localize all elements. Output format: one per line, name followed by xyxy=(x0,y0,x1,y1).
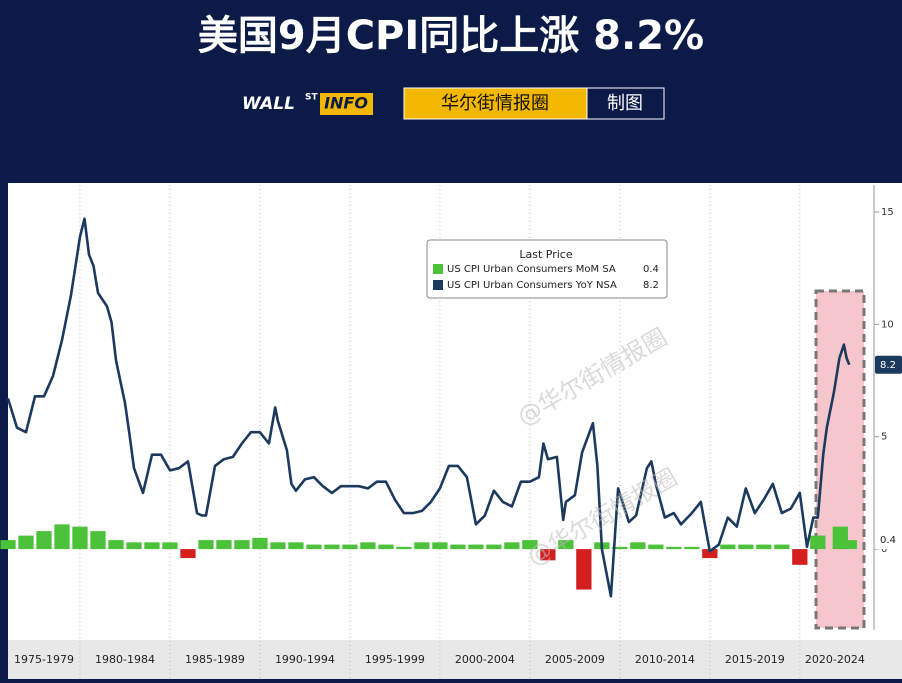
bar xyxy=(702,549,718,559)
x-axis-band xyxy=(8,640,902,679)
legend-value: 8.2 xyxy=(643,280,659,291)
bar xyxy=(450,544,466,550)
bar xyxy=(0,540,16,550)
x-tick-label: 2015-2019 xyxy=(725,653,785,666)
logo: ST xyxy=(305,93,318,103)
x-tick-label: 2020-2024 xyxy=(805,653,865,666)
bar xyxy=(180,549,196,559)
bar xyxy=(126,542,142,550)
bar xyxy=(756,544,772,550)
x-tick-label: 2005-2009 xyxy=(545,653,605,666)
bar xyxy=(360,542,376,550)
bar xyxy=(738,544,754,550)
bar xyxy=(666,546,682,550)
bar xyxy=(198,540,214,550)
bar xyxy=(522,540,538,550)
legend xyxy=(426,239,668,299)
legend-swatch xyxy=(433,280,443,290)
bar xyxy=(774,544,790,550)
legend-value: 0.4 xyxy=(643,264,659,275)
logo-box xyxy=(320,93,373,115)
last-badge-label: 8.2 xyxy=(880,360,896,371)
bar xyxy=(576,549,592,590)
bar xyxy=(90,531,106,550)
bar xyxy=(306,544,322,550)
bar xyxy=(18,535,34,550)
bar xyxy=(684,546,700,550)
tab xyxy=(403,87,588,120)
bar xyxy=(540,549,556,561)
bar xyxy=(468,544,484,550)
bar xyxy=(558,540,574,550)
bar xyxy=(630,542,646,550)
bar xyxy=(324,544,340,550)
bar xyxy=(288,542,304,550)
legend-title: Last Price xyxy=(519,248,572,261)
bar xyxy=(432,542,448,550)
tab xyxy=(586,87,665,120)
x-tick-label: 1995-1999 xyxy=(365,653,425,666)
last-badge xyxy=(875,531,902,550)
bar xyxy=(612,546,628,550)
bar xyxy=(54,524,70,550)
y-tick-label: 15 xyxy=(881,207,894,218)
bar xyxy=(792,549,808,565)
y-tick-label: 0 xyxy=(881,544,887,555)
bar xyxy=(342,544,358,550)
bar xyxy=(414,542,430,550)
x-tick-label: 1985-1989 xyxy=(185,653,245,666)
bar xyxy=(504,542,520,550)
bar xyxy=(252,537,268,550)
bar xyxy=(396,546,412,550)
bar xyxy=(378,544,394,550)
bar xyxy=(36,531,52,550)
last-badge xyxy=(875,355,902,374)
bar xyxy=(72,526,88,550)
x-tick-label: 1990-1994 xyxy=(275,653,335,666)
y-tick-label: 5 xyxy=(881,432,887,443)
x-tick-label: 2010-2014 xyxy=(635,653,695,666)
bar xyxy=(216,540,232,550)
x-tick-label: 1975-1979 xyxy=(14,653,74,666)
legend-label: US CPI Urban Consumers YoY NSA xyxy=(447,280,617,291)
logo: WALL xyxy=(242,94,295,114)
line xyxy=(6,217,851,598)
x-tick-label: 1980-1984 xyxy=(95,653,155,666)
bar xyxy=(234,540,250,550)
bar xyxy=(144,542,160,550)
bar xyxy=(648,544,664,550)
legend-swatch xyxy=(433,264,443,274)
title: 美国9月CPI同比上涨 8.2% xyxy=(198,13,704,59)
last-badge-label: 0.4 xyxy=(880,535,896,546)
logo: INFO xyxy=(324,94,368,113)
bar xyxy=(162,542,178,550)
tab-label: 华尔街情报圈 xyxy=(441,93,549,114)
bar xyxy=(810,535,826,550)
bar xyxy=(841,540,857,550)
bar xyxy=(108,540,124,550)
bar xyxy=(270,542,286,550)
bar xyxy=(486,544,502,550)
y-tick-label: 10 xyxy=(881,319,894,330)
tab-label: 制图 xyxy=(607,93,643,114)
x-tick-label: 2000-2004 xyxy=(455,653,515,666)
bar xyxy=(720,544,736,550)
legend-label: US CPI Urban Consumers MoM SA xyxy=(447,264,616,275)
